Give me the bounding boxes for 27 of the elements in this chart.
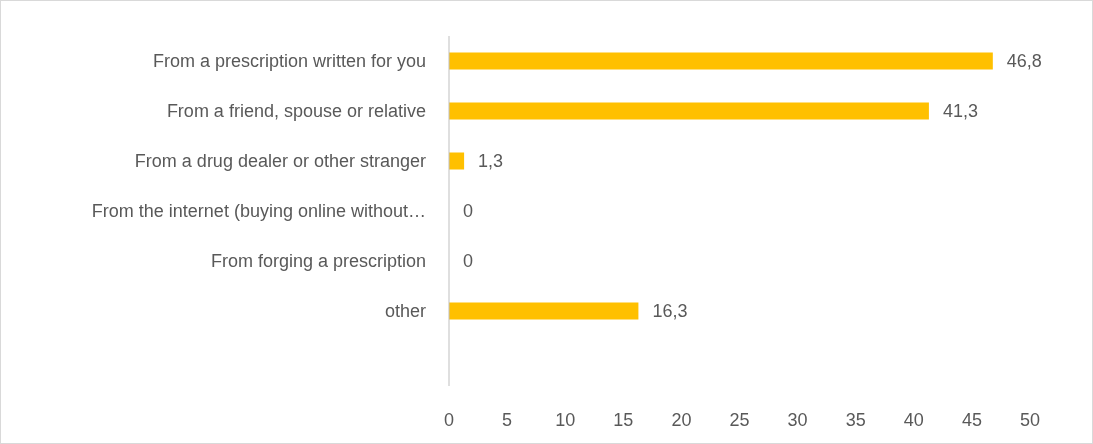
x-tick-label: 0: [443, 410, 455, 430]
x-tick-label: 45: [961, 410, 982, 430]
y-tick-label: From the internet (buying online without…: [91, 201, 426, 221]
x-tick-label: 35: [845, 410, 866, 430]
data-label: 0: [463, 251, 474, 271]
x-tick-label: 10: [555, 410, 576, 430]
bar: [449, 102, 929, 120]
y-tick-label: From a friend, spouse or relative: [166, 101, 426, 121]
data-label: 41,3: [942, 101, 978, 121]
data-label: 0: [463, 201, 474, 221]
data-label: 1,3: [478, 151, 504, 171]
x-tick-label: 40: [903, 410, 924, 430]
x-tick-label: 50: [1019, 410, 1041, 430]
x-tick-label: 25: [729, 410, 750, 430]
x-tick-label: 15: [613, 410, 634, 430]
bar: [449, 302, 639, 320]
bar: [449, 152, 465, 170]
data-label: 46,8: [1006, 51, 1042, 71]
x-tick-label: 20: [671, 410, 692, 430]
y-tick-label: From a drug dealer or other stranger: [134, 151, 426, 171]
y-tick-label: other: [384, 301, 426, 321]
x-tick-label: 5: [502, 410, 513, 430]
bar: [449, 52, 993, 70]
x-tick-label: 30: [787, 410, 808, 430]
y-tick-label: From forging a prescription: [210, 251, 426, 271]
y-tick-label: From a prescription written for you: [152, 51, 426, 71]
data-label: 16,3: [652, 301, 688, 321]
